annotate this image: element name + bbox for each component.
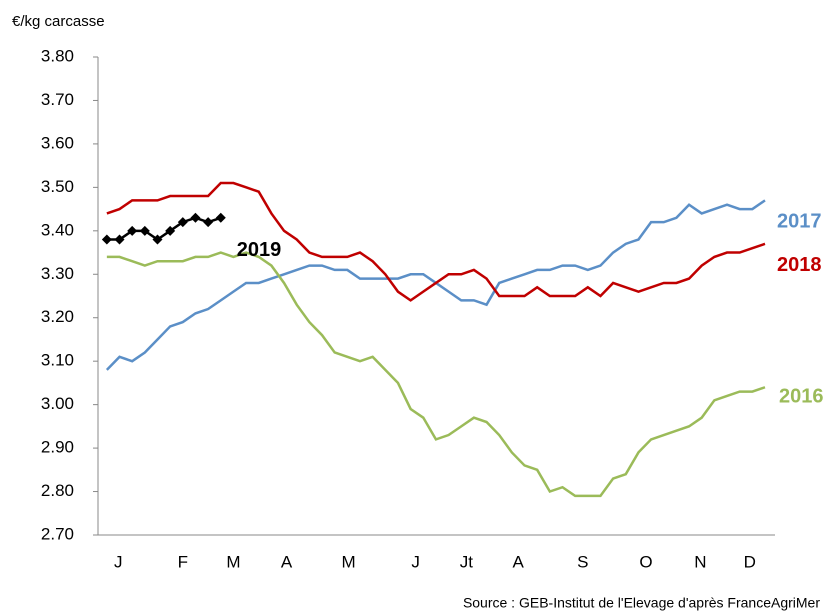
y-tick-label: 3.30 — [41, 264, 74, 283]
y-axis-label: €/kg carcasse — [12, 13, 105, 30]
series-line — [106, 216, 222, 242]
y-tick-label: 2.90 — [41, 438, 74, 457]
series-label: 2018 — [777, 254, 822, 276]
series-marker — [190, 212, 201, 223]
x-tick-label: A — [281, 552, 293, 571]
y-tick-label: 2.80 — [41, 481, 74, 500]
x-tick-label: D — [744, 552, 756, 571]
x-tick-label: M — [342, 552, 356, 571]
x-tick-label: A — [513, 552, 525, 571]
y-tick-label: 3.50 — [41, 177, 74, 196]
series-marker — [203, 217, 214, 228]
x-tick-label: J — [114, 552, 123, 571]
series-marker — [139, 225, 150, 236]
x-tick-label: Jt — [460, 552, 474, 571]
x-tick-label: O — [639, 552, 652, 571]
y-tick-label: 2.70 — [41, 524, 74, 543]
y-tick-label: 3.60 — [41, 133, 74, 152]
series-marker — [152, 234, 163, 245]
y-tick-label: 3.10 — [41, 351, 74, 370]
series-line — [106, 251, 766, 498]
series-marker — [127, 225, 138, 236]
series-marker — [114, 234, 125, 245]
series-label: 2017 — [777, 211, 822, 233]
y-tick-label: 3.80 — [41, 46, 74, 65]
y-tick-label: 3.70 — [41, 90, 74, 109]
x-tick-label: J — [411, 552, 420, 571]
series-marker — [165, 225, 176, 236]
series-line — [105, 199, 766, 371]
y-tick-label: 3.00 — [41, 394, 74, 413]
series-marker — [215, 212, 226, 223]
series-marker — [177, 217, 188, 228]
source-note: Source : GEB-Institut de l'Elevage d'apr… — [463, 595, 820, 611]
x-tick-label: S — [577, 552, 588, 571]
series-label: 2016 — [779, 386, 824, 408]
y-tick-label: 3.20 — [41, 307, 74, 326]
series-marker — [101, 234, 112, 245]
series-label: 2019 — [237, 239, 282, 261]
x-tick-label: M — [226, 552, 240, 571]
x-tick-label: N — [694, 552, 706, 571]
x-tick-label: F — [178, 552, 188, 571]
y-tick-label: 3.40 — [41, 220, 74, 239]
series-line — [106, 181, 766, 302]
